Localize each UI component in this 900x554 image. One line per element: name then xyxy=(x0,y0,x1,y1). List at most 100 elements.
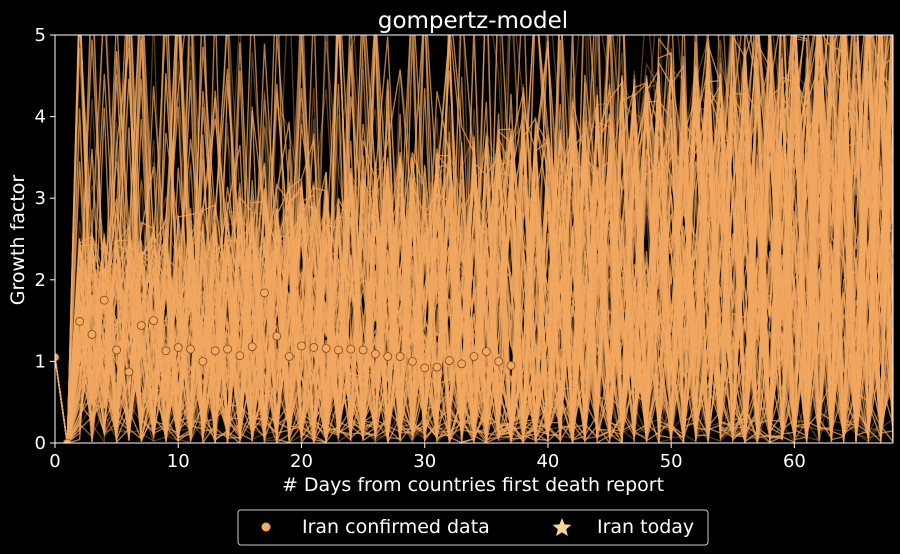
simulation-trajectory xyxy=(55,35,893,443)
simulation-trajectory xyxy=(55,35,893,443)
data-point xyxy=(297,341,306,351)
simulation-trajectory xyxy=(55,35,889,443)
simulation-trajectory xyxy=(55,35,893,443)
data-point xyxy=(112,345,122,355)
simulation-trajectory xyxy=(55,35,893,443)
simulation-trajectory xyxy=(55,35,893,443)
simulation-trajectory xyxy=(55,35,893,443)
simulation-trajectory xyxy=(55,35,892,443)
simulation-trajectory xyxy=(55,35,893,443)
data-point xyxy=(124,367,134,377)
simulation-trajectory xyxy=(55,35,893,443)
simulation-trajectory xyxy=(55,35,893,443)
simulation-trajectory xyxy=(55,35,892,443)
data-point xyxy=(247,342,257,352)
simulation-trajectory xyxy=(55,35,893,443)
simulation-trajectory xyxy=(55,35,893,443)
simulation-trajectory xyxy=(55,72,893,443)
simulation-trajectory xyxy=(55,35,893,443)
simulation-trajectory xyxy=(55,35,893,443)
simulation-trajectory xyxy=(55,35,893,443)
simulation-trajectory xyxy=(55,35,889,443)
data-point xyxy=(186,344,195,354)
simulation-trajectory xyxy=(55,35,893,443)
simulation-trajectory xyxy=(55,35,893,443)
simulation-trajectory xyxy=(55,35,893,443)
simulation-trajectory xyxy=(55,35,893,443)
simulation-trajectory xyxy=(55,35,893,443)
y-tick-label: 3 xyxy=(35,188,46,209)
simulation-trajectory xyxy=(55,35,893,443)
simulation-trajectory xyxy=(55,35,892,443)
simulation-trajectory xyxy=(55,35,893,443)
simulation-trajectory xyxy=(55,35,893,443)
simulation-trajectory xyxy=(55,35,893,443)
simulation-trajectory xyxy=(55,35,893,443)
simulation-trajectory xyxy=(55,35,893,443)
simulation-trajectory xyxy=(55,35,893,443)
data-point xyxy=(284,352,294,361)
simulation-trajectory xyxy=(55,35,893,443)
simulation-trajectory xyxy=(55,40,893,443)
data-point xyxy=(444,356,454,365)
simulation-trajectory xyxy=(55,35,893,443)
simulation-trajectory xyxy=(55,35,893,443)
data-point xyxy=(481,347,491,357)
simulation-trajectory xyxy=(55,38,893,443)
simulation-trajectory xyxy=(55,35,893,443)
simulation-trajectory xyxy=(55,63,893,443)
simulation-trajectory xyxy=(55,35,893,443)
simulation-trajectory xyxy=(55,35,893,443)
simulation-trajectory xyxy=(55,35,890,443)
simulation-trajectory xyxy=(55,35,893,443)
simulation-trajectory xyxy=(55,35,893,443)
simulation-trajectory xyxy=(55,63,893,443)
simulation-trajectory xyxy=(55,35,893,443)
legend-box xyxy=(237,509,709,546)
simulation-trajectory xyxy=(55,35,893,443)
simulation-trajectory xyxy=(55,35,893,443)
data-point xyxy=(272,331,282,341)
data-point xyxy=(358,345,368,355)
y-tick-label: 4 xyxy=(35,107,46,128)
simulation-trajectory xyxy=(55,35,893,443)
simulation-trajectory xyxy=(55,35,893,443)
simulation-trajectory xyxy=(55,66,893,443)
simulation-trajectory xyxy=(55,35,893,443)
simulation-trajectory xyxy=(55,35,893,443)
simulation-trajectory xyxy=(55,35,893,443)
simulation-trajectory xyxy=(55,35,893,443)
y-tick-label: 0 xyxy=(35,433,46,454)
simulation-trajectory xyxy=(55,35,893,443)
simulation-trajectory xyxy=(55,35,893,443)
simulation-trajectory xyxy=(55,71,893,443)
simulation-trajectory xyxy=(55,35,893,443)
simulation-trajectory xyxy=(55,35,893,443)
simulation-trajectory xyxy=(55,35,893,443)
data-point xyxy=(173,343,183,352)
simulation-trajectory xyxy=(55,35,893,443)
data-point xyxy=(223,344,232,354)
simulation-trajectory xyxy=(55,35,893,443)
x-tick-label: 50 xyxy=(660,451,683,472)
simulation-trajectory xyxy=(55,35,893,443)
simulation-trajectory xyxy=(55,72,893,443)
simulation-trajectory xyxy=(55,35,893,443)
data-point xyxy=(260,288,269,298)
data-point xyxy=(334,345,343,355)
simulation-trajectory xyxy=(55,35,893,443)
simulation-trajectory xyxy=(55,35,893,443)
simulation-trajectory xyxy=(55,35,893,443)
simulation-trajectory xyxy=(55,35,893,443)
simulation-trajectory xyxy=(55,35,893,443)
simulation-trajectory xyxy=(55,63,893,443)
simulation-trajectory xyxy=(55,35,892,443)
simulation-trajectory xyxy=(55,35,893,443)
simulation-trajectory xyxy=(55,35,893,443)
simulation-trajectory xyxy=(55,62,893,443)
simulation-trajectory xyxy=(55,40,893,443)
simulation-trajectory xyxy=(55,35,893,443)
simulation-trajectory xyxy=(55,35,893,443)
simulation-trajectory xyxy=(55,35,892,443)
